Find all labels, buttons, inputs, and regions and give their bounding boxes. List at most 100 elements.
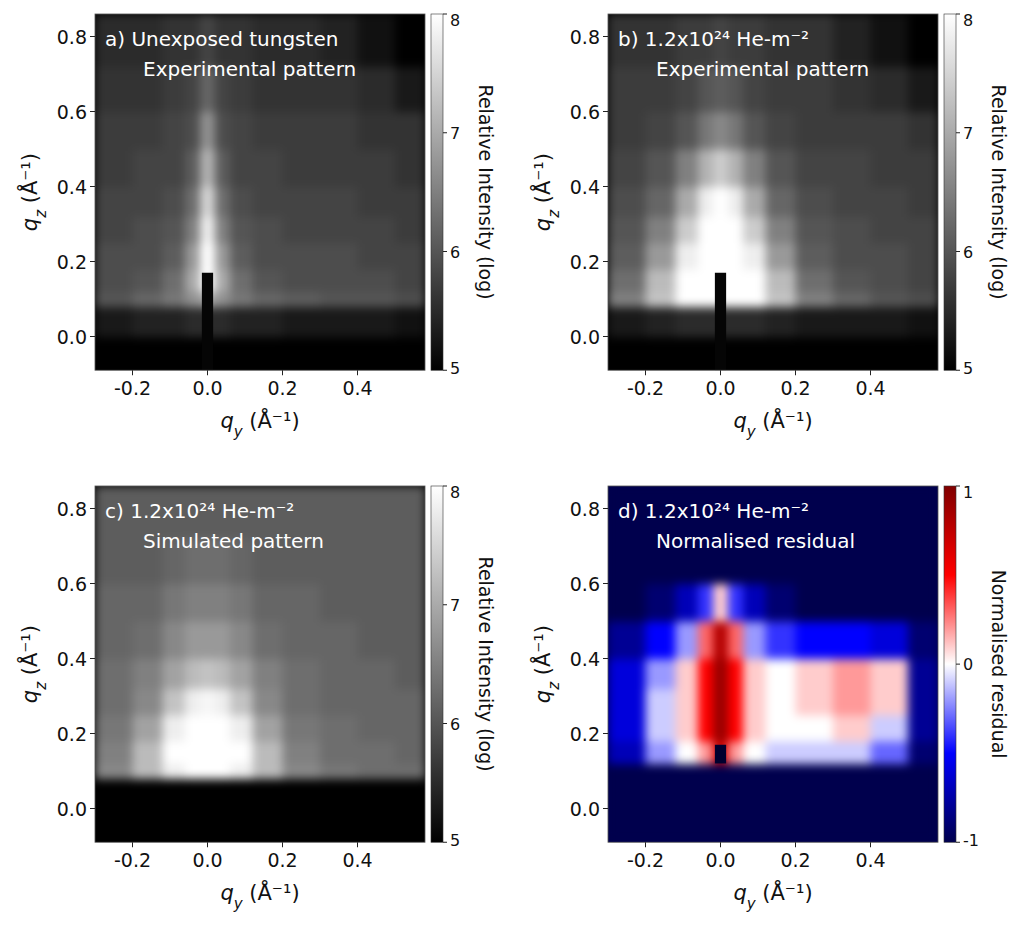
heatmap-cell xyxy=(713,779,729,810)
heatmap-cell xyxy=(796,269,834,292)
heatmap-cell xyxy=(163,779,186,810)
heatmap-cell xyxy=(608,584,646,622)
heatmap-cell xyxy=(833,243,871,270)
y-tick xyxy=(90,733,95,734)
heatmap-cell xyxy=(833,689,871,716)
heatmap-cell xyxy=(283,307,321,338)
colorbar-tick-label: -1 xyxy=(963,831,979,850)
heatmap-cell xyxy=(676,741,699,764)
heatmap-cell xyxy=(320,584,358,622)
heatmap-cell xyxy=(833,764,871,780)
heatmap-cell xyxy=(908,112,938,150)
heatmap-cell xyxy=(676,621,699,659)
heatmap-cell xyxy=(320,741,358,764)
heatmap-cell xyxy=(713,621,729,659)
heatmap-cell xyxy=(185,217,201,244)
heatmap-cell xyxy=(230,217,253,244)
heatmap-cell xyxy=(908,659,938,690)
heatmap-cell xyxy=(358,187,396,218)
heatmap-cell xyxy=(908,809,938,843)
heatmap-cell xyxy=(230,112,253,150)
heatmap-cell xyxy=(358,809,396,843)
heatmap-cell xyxy=(395,584,425,622)
heatmap-cell xyxy=(698,149,714,187)
heatmap-cell xyxy=(200,112,216,150)
y-tick-label: 0.4 xyxy=(570,176,600,198)
y-tick-label: 0.2 xyxy=(57,251,87,273)
heatmap-cell xyxy=(230,149,253,187)
heatmap-cell xyxy=(200,621,216,659)
x-tick xyxy=(132,370,133,375)
heatmap-cell xyxy=(646,659,677,690)
x-tick xyxy=(132,842,133,847)
heatmap-cell xyxy=(766,307,797,338)
y-tick-label: 0.8 xyxy=(570,26,600,48)
colorbar-tick xyxy=(443,842,447,843)
heatmap-cell xyxy=(796,187,834,218)
heatmap-cell xyxy=(676,689,699,716)
heatmap-cell xyxy=(320,217,358,244)
heatmap-cell xyxy=(743,187,766,218)
heatmap-cell xyxy=(215,779,231,810)
x-tick-label: 0.4 xyxy=(855,377,885,399)
heatmap-cell xyxy=(283,659,321,690)
x-tick-label: 0.0 xyxy=(192,377,222,399)
heatmap-cell xyxy=(163,243,186,270)
heatmap-cell xyxy=(320,486,358,539)
heatmap-cell xyxy=(253,741,284,764)
heatmap-cell xyxy=(766,584,797,622)
heatmap-cell xyxy=(796,689,834,716)
x-axis-label: qy (Å⁻¹) xyxy=(733,879,812,913)
heatmap-cell xyxy=(185,149,201,187)
plot-frame xyxy=(608,486,938,842)
heatmap-cell xyxy=(320,659,358,690)
heatmap-cell xyxy=(395,292,425,308)
heatmap-cell xyxy=(163,584,186,622)
heatmap-cell xyxy=(200,584,216,622)
heatmap-cell xyxy=(320,292,358,308)
heatmap-cell xyxy=(698,584,714,622)
heatmap-cell xyxy=(676,715,699,742)
y-tick xyxy=(603,111,608,112)
heatmap-cell xyxy=(95,67,133,113)
heatmap-cell xyxy=(698,659,714,690)
heatmap-cell xyxy=(608,292,646,308)
colorbar-tick-label: 6 xyxy=(963,243,973,262)
heatmap-cell xyxy=(728,243,744,270)
heatmap-cell xyxy=(646,715,677,742)
y-tick xyxy=(90,658,95,659)
heatmap-cell xyxy=(646,764,677,780)
colorbar-tick-label: 8 xyxy=(450,11,460,30)
y-tick-label: 0.4 xyxy=(57,176,87,198)
heatmap-cell xyxy=(133,764,164,780)
heatmap-cell xyxy=(320,243,358,270)
heatmap-cell xyxy=(766,112,797,150)
heatmap-cell xyxy=(395,337,425,371)
heatmap-cell xyxy=(253,337,284,371)
heatmap-cell xyxy=(215,217,231,244)
heatmap-cell xyxy=(95,149,133,187)
heatmap-cell xyxy=(833,217,871,244)
colorbar-label: Relative Intensity (log) xyxy=(988,85,1010,300)
heatmap-cell xyxy=(713,112,729,150)
heatmap-cell xyxy=(320,689,358,716)
heatmap-cell xyxy=(253,292,284,308)
heatmap-cell xyxy=(908,539,938,585)
heatmap-cell xyxy=(833,292,871,308)
heatmap-cell xyxy=(163,217,186,244)
heatmap-cell xyxy=(253,149,284,187)
colorbar xyxy=(944,14,956,370)
heatmap-cell xyxy=(133,112,164,150)
heatmap-cell xyxy=(743,779,766,810)
heatmap-cell xyxy=(713,689,729,716)
heatmap-cell xyxy=(743,809,766,843)
heatmap-cell xyxy=(395,809,425,843)
heatmap-cell xyxy=(796,741,834,764)
heatmap-cell xyxy=(283,217,321,244)
heatmap-cell xyxy=(163,764,186,780)
heatmap-cell xyxy=(215,292,231,308)
heatmap-cell xyxy=(185,112,201,150)
heatmap-cell xyxy=(728,779,744,810)
heatmap-cell xyxy=(395,486,425,539)
annotation: Experimental pattern xyxy=(143,57,356,81)
